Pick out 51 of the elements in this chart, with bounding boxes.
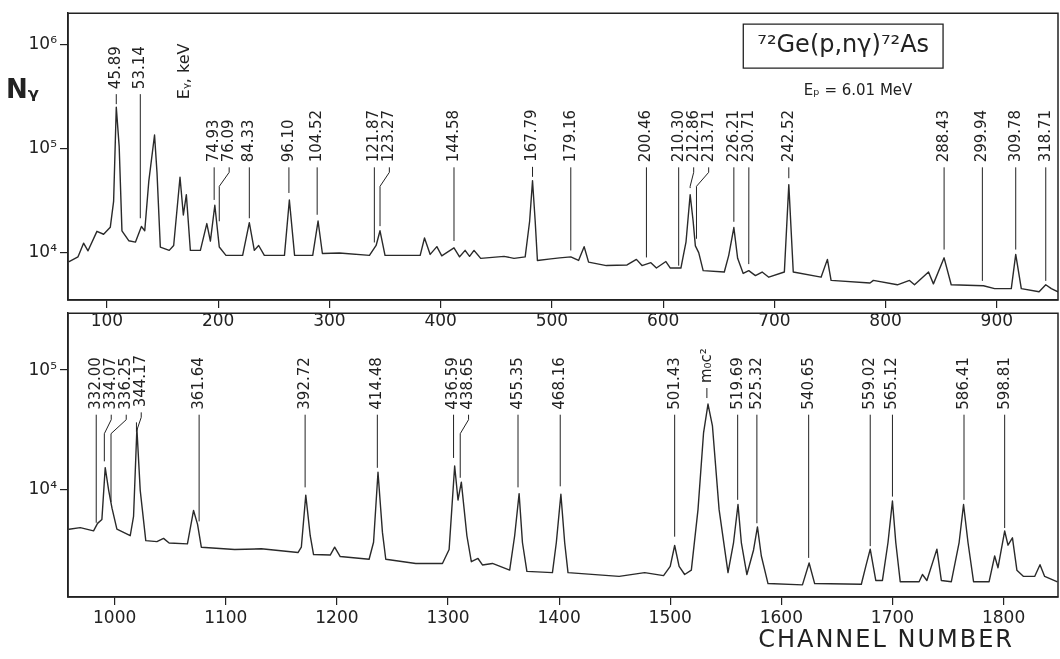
- x-tick-label: 1100: [204, 606, 248, 627]
- annotation: 123.27: [379, 109, 398, 163]
- annotation: 167.79: [522, 109, 541, 162]
- y-tick-label: 10⁴: [28, 240, 58, 261]
- text: ⁷²Ge(p,nγ)⁷²As: [757, 30, 930, 59]
- annotation: 200.46: [636, 109, 655, 163]
- annotation: 455.35: [507, 357, 526, 410]
- annotation: 309.78: [1005, 109, 1024, 163]
- annotation: 540.65: [798, 357, 817, 410]
- x-tick-label: 1000: [93, 606, 137, 627]
- annotation: 586.41: [953, 357, 972, 410]
- x-tick-label: 1600: [759, 606, 803, 627]
- y-axis-title: Nᵧ: [6, 73, 39, 104]
- annotation: 179.16: [560, 109, 579, 163]
- annotation: 84.33: [239, 119, 258, 163]
- text: Eₚ = 6.01 MeV: [803, 81, 914, 100]
- x-axis-title: CHANNEL NUMBER: [758, 625, 1014, 654]
- x-tick-label: 1300: [426, 606, 470, 627]
- annotation: m₀c²: [696, 348, 715, 384]
- x-tick-label: 1400: [537, 606, 581, 627]
- annotation: 414.48: [367, 357, 386, 410]
- annotation: 45.89: [106, 46, 125, 90]
- y-tick-label: 10⁵: [28, 358, 57, 379]
- annotation: 559.02: [860, 357, 879, 410]
- y-tick-label: 10⁶: [28, 32, 58, 53]
- annotation: 598.81: [994, 357, 1013, 410]
- annotation: 438.65: [458, 357, 477, 410]
- annotation: 501.43: [664, 357, 683, 410]
- annotation: 392.72: [295, 357, 313, 410]
- annotation: 104.52: [307, 109, 326, 163]
- annotation: 468.16: [550, 357, 569, 410]
- annotation: 53.14: [130, 46, 149, 90]
- annotation: 144.58: [443, 109, 462, 163]
- annotation: 299.94: [972, 109, 991, 163]
- y-tick-label: 10⁴: [28, 477, 58, 498]
- annotation: 96.10: [278, 119, 297, 163]
- x-tick-label: 1800: [981, 606, 1026, 627]
- annotation: 525.32: [746, 357, 765, 410]
- y-tick-label: 10⁵: [28, 136, 57, 157]
- annotation: 344.17: [131, 354, 150, 408]
- annotation: 242.52: [778, 109, 797, 163]
- annotation: 519.69: [727, 357, 746, 410]
- annotation: 318.71: [1035, 109, 1054, 163]
- x-tick-label: 1700: [870, 606, 915, 627]
- x-tick-label: 1500: [648, 606, 692, 627]
- annotation: 76.09: [219, 119, 238, 163]
- annotation: 361.64: [189, 357, 207, 410]
- annotation: Eᵧ, keV: [173, 43, 193, 100]
- annotation: 288.43: [933, 109, 952, 163]
- x-tick-label: 1200: [315, 606, 359, 627]
- annotation: 565.12: [882, 357, 901, 410]
